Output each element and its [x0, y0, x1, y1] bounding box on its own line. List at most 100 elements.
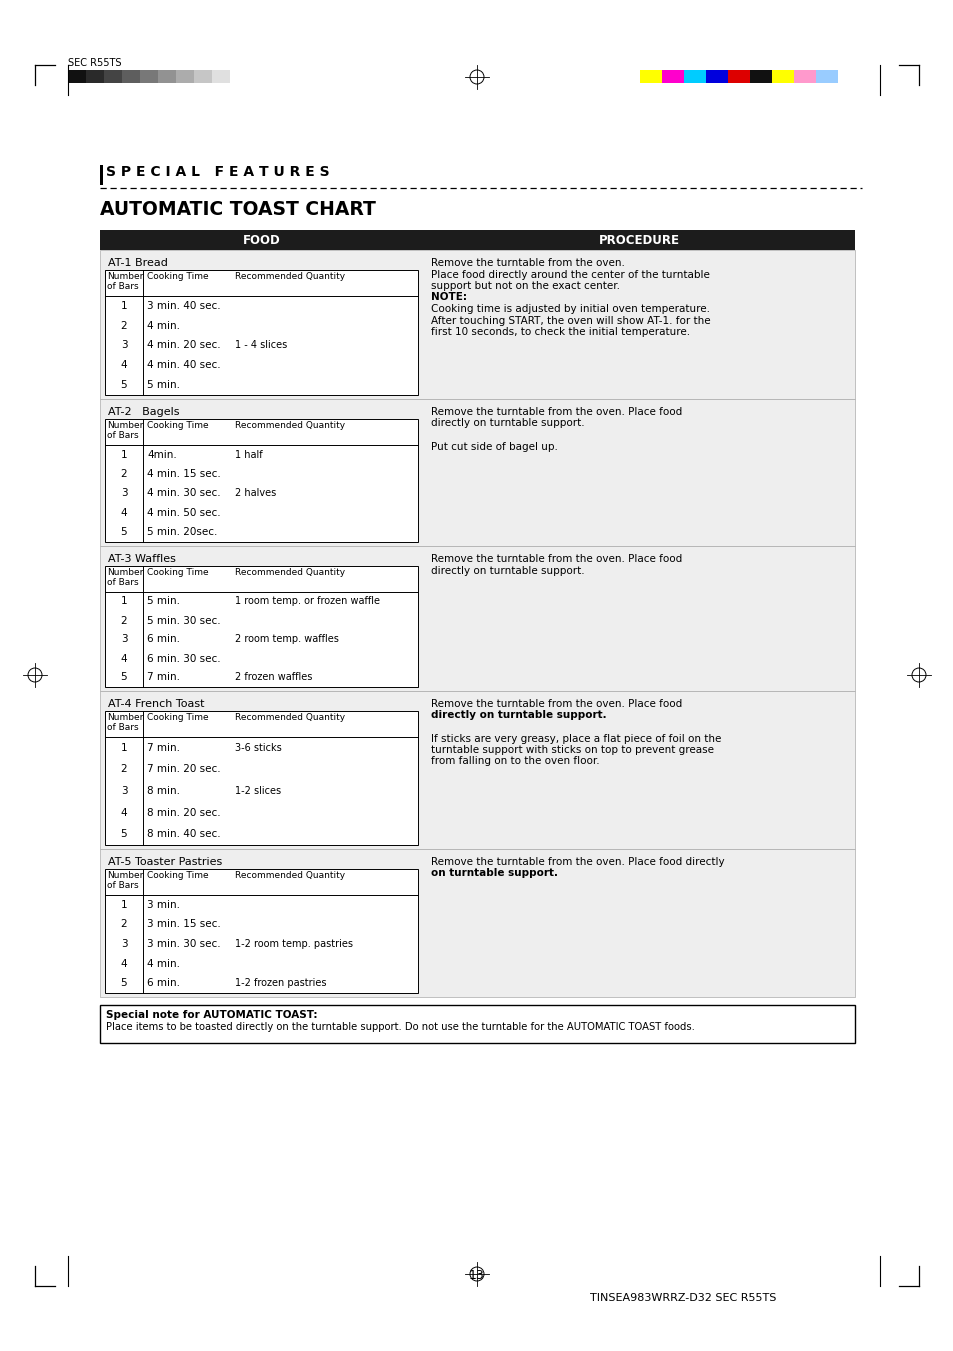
Bar	[100, 250, 854, 399]
Text: AT-2   Bagels: AT-2 Bagels	[108, 407, 179, 417]
Bar	[104, 70, 122, 82]
Text: 3 min. 30 sec.: 3 min. 30 sec.	[147, 939, 220, 948]
Text: 1 half: 1 half	[234, 450, 262, 459]
Text: 5 min.: 5 min.	[147, 597, 180, 607]
Text: Cooking time is adjusted by initial oven temperature.: Cooking time is adjusted by initial oven…	[431, 304, 709, 313]
Text: S P E C I A L   F E A T U R E S: S P E C I A L F E A T U R E S	[106, 165, 330, 178]
Text: Recommended Quantity: Recommended Quantity	[234, 713, 345, 721]
Text: NOTE:: NOTE:	[431, 293, 467, 303]
Text: Remove the turntable from the oven. Place food directly: Remove the turntable from the oven. Plac…	[431, 857, 724, 867]
Text: 3 min. 15 sec.: 3 min. 15 sec.	[147, 920, 220, 929]
Text: 3-6 sticks: 3-6 sticks	[234, 743, 281, 753]
Text: 1-2 room temp. pastries: 1-2 room temp. pastries	[234, 939, 353, 948]
Text: 2: 2	[121, 616, 127, 626]
Text: Cooking Time: Cooking Time	[147, 871, 209, 880]
Text: AT-4 French Toast: AT-4 French Toast	[108, 698, 204, 709]
Text: 5: 5	[121, 527, 127, 538]
Text: AUTOMATIC TOAST CHART: AUTOMATIC TOAST CHART	[100, 200, 375, 219]
Text: 1: 1	[121, 301, 127, 311]
Bar	[771, 70, 793, 82]
Text: 4 min. 15 sec.: 4 min. 15 sec.	[147, 469, 220, 480]
Text: 4 min.: 4 min.	[147, 959, 180, 969]
Text: 2: 2	[121, 320, 127, 331]
Text: 7 min. 20 sec.: 7 min. 20 sec.	[147, 765, 220, 774]
Bar	[230, 70, 248, 82]
Text: 8 min. 20 sec.: 8 min. 20 sec.	[147, 808, 220, 817]
Text: 4: 4	[121, 808, 127, 817]
Text: Remove the turntable from the oven. Place food: Remove the turntable from the oven. Plac…	[431, 698, 681, 709]
Bar	[705, 70, 727, 82]
Bar	[815, 70, 837, 82]
Bar	[100, 165, 103, 185]
Text: AT-5 Toaster Pastries: AT-5 Toaster Pastries	[108, 857, 222, 867]
Text: 2: 2	[121, 920, 127, 929]
Text: 3 min. 40 sec.: 3 min. 40 sec.	[147, 301, 220, 311]
Text: Special note for AUTOMATIC TOAST:: Special note for AUTOMATIC TOAST:	[106, 1011, 317, 1020]
Text: 1: 1	[121, 450, 127, 459]
Bar	[105, 419, 417, 542]
Text: 3 min.: 3 min.	[147, 900, 180, 909]
Text: 4: 4	[121, 654, 127, 663]
Text: 2 frozen waffles: 2 frozen waffles	[234, 673, 312, 682]
Bar	[100, 848, 854, 997]
Text: 13: 13	[469, 1269, 484, 1282]
Bar	[100, 230, 854, 250]
Text: turntable support with sticks on top to prevent grease: turntable support with sticks on top to …	[431, 744, 713, 755]
Bar	[193, 70, 212, 82]
Bar	[86, 70, 104, 82]
Text: Number
of Bars: Number of Bars	[107, 422, 143, 440]
Text: 8 min.: 8 min.	[147, 786, 180, 796]
Text: Place items to be toasted directly on the turntable support. Do not use the turn: Place items to be toasted directly on th…	[106, 1021, 694, 1032]
Bar	[727, 70, 749, 82]
Text: 2 halves: 2 halves	[234, 489, 276, 499]
Text: 5: 5	[121, 830, 127, 839]
Text: directly on turntable support.: directly on turntable support.	[431, 566, 584, 576]
Bar	[100, 546, 854, 690]
Text: Number
of Bars: Number of Bars	[107, 871, 143, 890]
Bar	[100, 690, 854, 848]
Text: 4: 4	[121, 508, 127, 517]
Text: AT-3 Waffles: AT-3 Waffles	[108, 554, 175, 563]
Bar	[175, 70, 193, 82]
Bar	[68, 70, 86, 82]
Bar	[105, 869, 417, 993]
Text: AT-1 Bread: AT-1 Bread	[108, 258, 168, 267]
Text: Remove the turntable from the oven.: Remove the turntable from the oven.	[431, 258, 624, 267]
Text: directly on turntable support.: directly on turntable support.	[431, 711, 606, 720]
Text: 1-2 frozen pastries: 1-2 frozen pastries	[234, 978, 326, 988]
Text: 7 min.: 7 min.	[147, 673, 180, 682]
Text: 4 min. 40 sec.: 4 min. 40 sec.	[147, 361, 220, 370]
Text: 4 min. 30 sec.: 4 min. 30 sec.	[147, 489, 220, 499]
Text: on turntable support.: on turntable support.	[431, 869, 558, 878]
Text: 3: 3	[121, 635, 127, 644]
Text: Cooking Time: Cooking Time	[147, 422, 209, 430]
Bar	[683, 70, 705, 82]
Text: Number
of Bars: Number of Bars	[107, 567, 143, 588]
Text: support but not on the exact center.: support but not on the exact center.	[431, 281, 619, 290]
Bar	[661, 70, 683, 82]
Text: 8 min. 40 sec.: 8 min. 40 sec.	[147, 830, 220, 839]
Text: Remove the turntable from the oven. Place food: Remove the turntable from the oven. Plac…	[431, 407, 681, 417]
Text: Recommended Quantity: Recommended Quantity	[234, 871, 345, 880]
Bar	[749, 70, 771, 82]
Text: 2 room temp. waffles: 2 room temp. waffles	[234, 635, 338, 644]
Text: 1: 1	[121, 743, 127, 753]
Text: Remove the turntable from the oven. Place food: Remove the turntable from the oven. Plac…	[431, 554, 681, 563]
Text: 3: 3	[121, 786, 127, 796]
Text: 6 min.: 6 min.	[147, 635, 180, 644]
Text: 4 min. 50 sec.: 4 min. 50 sec.	[147, 508, 220, 517]
Text: Cooking Time: Cooking Time	[147, 272, 209, 281]
Text: 3: 3	[121, 489, 127, 499]
Text: FOOD: FOOD	[242, 234, 280, 246]
Text: 1 - 4 slices: 1 - 4 slices	[234, 340, 287, 350]
Text: 2: 2	[121, 469, 127, 480]
Text: directly on turntable support.: directly on turntable support.	[431, 419, 584, 428]
Text: Recommended Quantity: Recommended Quantity	[234, 567, 345, 577]
Text: After touching START, the oven will show AT-1. for the: After touching START, the oven will show…	[431, 316, 710, 326]
Text: 1: 1	[121, 900, 127, 909]
Text: 2: 2	[121, 765, 127, 774]
Text: 4: 4	[121, 361, 127, 370]
Text: 6 min. 30 sec.: 6 min. 30 sec.	[147, 654, 220, 663]
Text: 5 min. 20sec.: 5 min. 20sec.	[147, 527, 217, 538]
Text: Recommended Quantity: Recommended Quantity	[234, 272, 345, 281]
